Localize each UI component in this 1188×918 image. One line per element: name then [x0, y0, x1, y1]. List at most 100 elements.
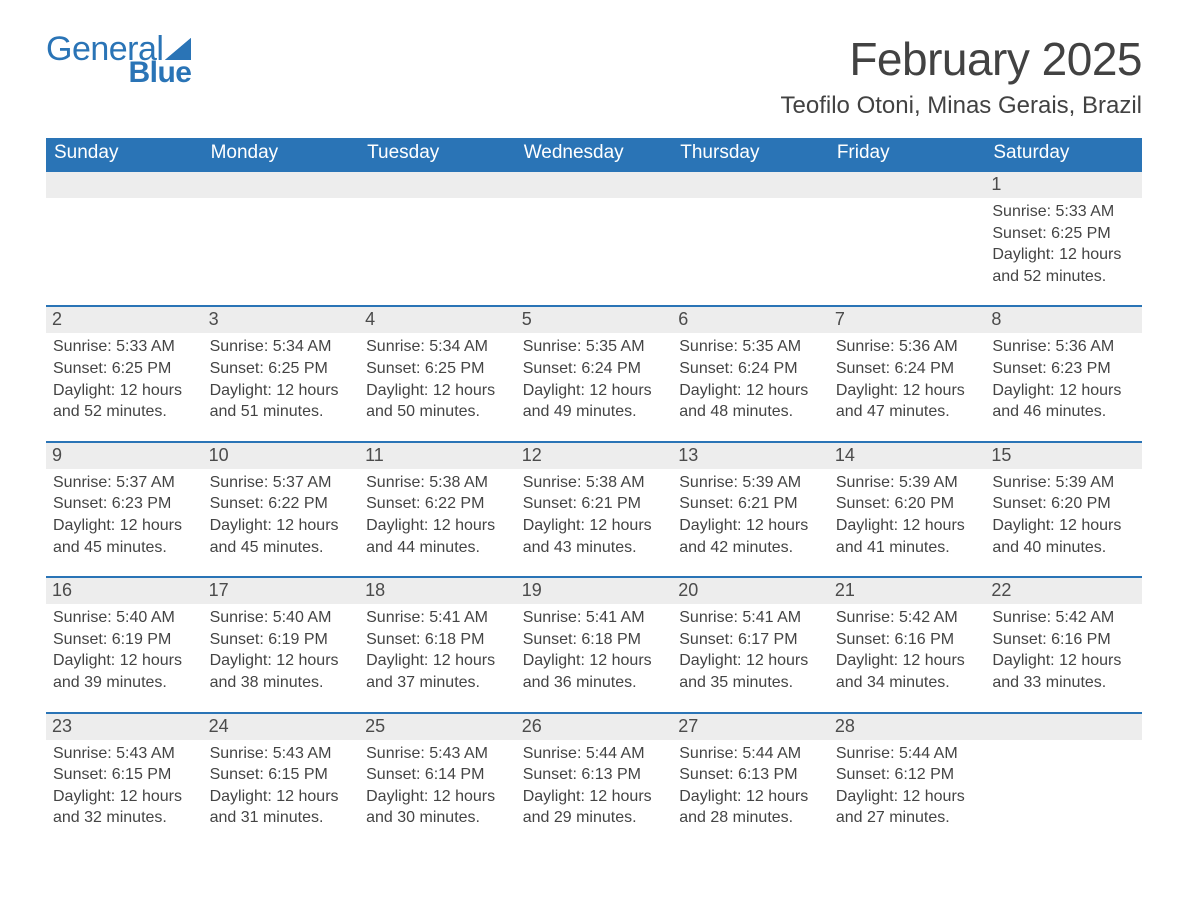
sunset-text: Sunset: 6:23 PM [53, 493, 196, 515]
day-number: 27 [672, 713, 829, 740]
day-info [359, 198, 516, 306]
sunset-text: Sunset: 6:19 PM [53, 629, 196, 651]
daylight-text: Daylight: 12 hours and 50 minutes. [366, 380, 509, 423]
day-info: Sunrise: 5:44 AMSunset: 6:12 PMDaylight:… [829, 740, 986, 837]
daylight-text: Daylight: 12 hours and 31 minutes. [210, 786, 353, 829]
day-number: 23 [46, 713, 203, 740]
daylight-text: Daylight: 12 hours and 27 minutes. [836, 786, 979, 829]
day-info: Sunrise: 5:33 AMSunset: 6:25 PMDaylight:… [46, 333, 203, 441]
day-number: 24 [203, 713, 360, 740]
sunset-text: Sunset: 6:16 PM [836, 629, 979, 651]
daylight-text: Daylight: 12 hours and 36 minutes. [523, 650, 666, 693]
day-number-row: 1 [46, 171, 1142, 198]
weekday-header: Tuesday [359, 138, 516, 171]
day-info [985, 740, 1142, 837]
sunset-text: Sunset: 6:24 PM [679, 358, 822, 380]
daylight-text: Daylight: 12 hours and 52 minutes. [53, 380, 196, 423]
sunrise-text: Sunrise: 5:40 AM [53, 607, 196, 629]
day-info-row: Sunrise: 5:43 AMSunset: 6:15 PMDaylight:… [46, 740, 1142, 837]
calendar-table: SundayMondayTuesdayWednesdayThursdayFrid… [46, 138, 1142, 837]
sunrise-text: Sunrise: 5:39 AM [992, 472, 1135, 494]
day-info: Sunrise: 5:35 AMSunset: 6:24 PMDaylight:… [672, 333, 829, 441]
sunrise-text: Sunrise: 5:39 AM [679, 472, 822, 494]
sunset-text: Sunset: 6:14 PM [366, 764, 509, 786]
daylight-text: Daylight: 12 hours and 39 minutes. [53, 650, 196, 693]
sunset-text: Sunset: 6:13 PM [679, 764, 822, 786]
sunset-text: Sunset: 6:20 PM [992, 493, 1135, 515]
location-text: Teofilo Otoni, Minas Gerais, Brazil [781, 92, 1142, 120]
day-info: Sunrise: 5:43 AMSunset: 6:15 PMDaylight:… [46, 740, 203, 837]
sunrise-text: Sunrise: 5:38 AM [366, 472, 509, 494]
sunset-text: Sunset: 6:22 PM [210, 493, 353, 515]
sunrise-text: Sunrise: 5:34 AM [366, 336, 509, 358]
day-number: 16 [46, 577, 203, 604]
day-info: Sunrise: 5:38 AMSunset: 6:22 PMDaylight:… [359, 469, 516, 577]
day-number: 22 [985, 577, 1142, 604]
daylight-text: Daylight: 12 hours and 38 minutes. [210, 650, 353, 693]
weekday-header-row: SundayMondayTuesdayWednesdayThursdayFrid… [46, 138, 1142, 171]
sunrise-text: Sunrise: 5:43 AM [366, 743, 509, 765]
day-info: Sunrise: 5:39 AMSunset: 6:21 PMDaylight:… [672, 469, 829, 577]
day-number: 9 [46, 442, 203, 469]
daylight-text: Daylight: 12 hours and 28 minutes. [679, 786, 822, 829]
daylight-text: Daylight: 12 hours and 52 minutes. [992, 244, 1135, 287]
day-number: 7 [829, 306, 986, 333]
day-number: 11 [359, 442, 516, 469]
day-number [985, 713, 1142, 740]
sunset-text: Sunset: 6:25 PM [366, 358, 509, 380]
sunrise-text: Sunrise: 5:43 AM [53, 743, 196, 765]
daylight-text: Daylight: 12 hours and 47 minutes. [836, 380, 979, 423]
sunset-text: Sunset: 6:15 PM [210, 764, 353, 786]
sunset-text: Sunset: 6:18 PM [366, 629, 509, 651]
logo-word2: Blue [128, 58, 191, 88]
daylight-text: Daylight: 12 hours and 29 minutes. [523, 786, 666, 829]
day-info: Sunrise: 5:43 AMSunset: 6:15 PMDaylight:… [203, 740, 360, 837]
daylight-text: Daylight: 12 hours and 30 minutes. [366, 786, 509, 829]
sunrise-text: Sunrise: 5:41 AM [366, 607, 509, 629]
day-info: Sunrise: 5:41 AMSunset: 6:18 PMDaylight:… [359, 604, 516, 712]
day-info: Sunrise: 5:39 AMSunset: 6:20 PMDaylight:… [829, 469, 986, 577]
day-info: Sunrise: 5:43 AMSunset: 6:14 PMDaylight:… [359, 740, 516, 837]
sunrise-text: Sunrise: 5:42 AM [992, 607, 1135, 629]
day-number [359, 171, 516, 198]
day-number: 1 [985, 171, 1142, 198]
day-number: 8 [985, 306, 1142, 333]
day-info: Sunrise: 5:44 AMSunset: 6:13 PMDaylight:… [516, 740, 673, 837]
day-number: 17 [203, 577, 360, 604]
sunrise-text: Sunrise: 5:41 AM [679, 607, 822, 629]
day-number: 2 [46, 306, 203, 333]
day-info-row: Sunrise: 5:33 AMSunset: 6:25 PMDaylight:… [46, 198, 1142, 306]
sunset-text: Sunset: 6:17 PM [679, 629, 822, 651]
day-info: Sunrise: 5:42 AMSunset: 6:16 PMDaylight:… [829, 604, 986, 712]
page-title: February 2025 [781, 32, 1142, 86]
daylight-text: Daylight: 12 hours and 42 minutes. [679, 515, 822, 558]
daylight-text: Daylight: 12 hours and 46 minutes. [992, 380, 1135, 423]
daylight-text: Daylight: 12 hours and 45 minutes. [53, 515, 196, 558]
day-info: Sunrise: 5:40 AMSunset: 6:19 PMDaylight:… [203, 604, 360, 712]
day-info [46, 198, 203, 306]
sunset-text: Sunset: 6:19 PM [210, 629, 353, 651]
weekday-header: Friday [829, 138, 986, 171]
sunrise-text: Sunrise: 5:44 AM [836, 743, 979, 765]
daylight-text: Daylight: 12 hours and 49 minutes. [523, 380, 666, 423]
day-info-row: Sunrise: 5:37 AMSunset: 6:23 PMDaylight:… [46, 469, 1142, 577]
daylight-text: Daylight: 12 hours and 51 minutes. [210, 380, 353, 423]
day-info: Sunrise: 5:35 AMSunset: 6:24 PMDaylight:… [516, 333, 673, 441]
day-info: Sunrise: 5:44 AMSunset: 6:13 PMDaylight:… [672, 740, 829, 837]
sunset-text: Sunset: 6:12 PM [836, 764, 979, 786]
day-number: 6 [672, 306, 829, 333]
day-number: 28 [829, 713, 986, 740]
sunrise-text: Sunrise: 5:34 AM [210, 336, 353, 358]
sunset-text: Sunset: 6:15 PM [53, 764, 196, 786]
sunrise-text: Sunrise: 5:44 AM [523, 743, 666, 765]
sunset-text: Sunset: 6:23 PM [992, 358, 1135, 380]
weekday-header: Monday [203, 138, 360, 171]
sunrise-text: Sunrise: 5:36 AM [992, 336, 1135, 358]
sunrise-text: Sunrise: 5:41 AM [523, 607, 666, 629]
sunrise-text: Sunrise: 5:35 AM [523, 336, 666, 358]
sunrise-text: Sunrise: 5:37 AM [53, 472, 196, 494]
day-number: 10 [203, 442, 360, 469]
day-info-row: Sunrise: 5:40 AMSunset: 6:19 PMDaylight:… [46, 604, 1142, 712]
day-info: Sunrise: 5:34 AMSunset: 6:25 PMDaylight:… [359, 333, 516, 441]
day-number: 4 [359, 306, 516, 333]
